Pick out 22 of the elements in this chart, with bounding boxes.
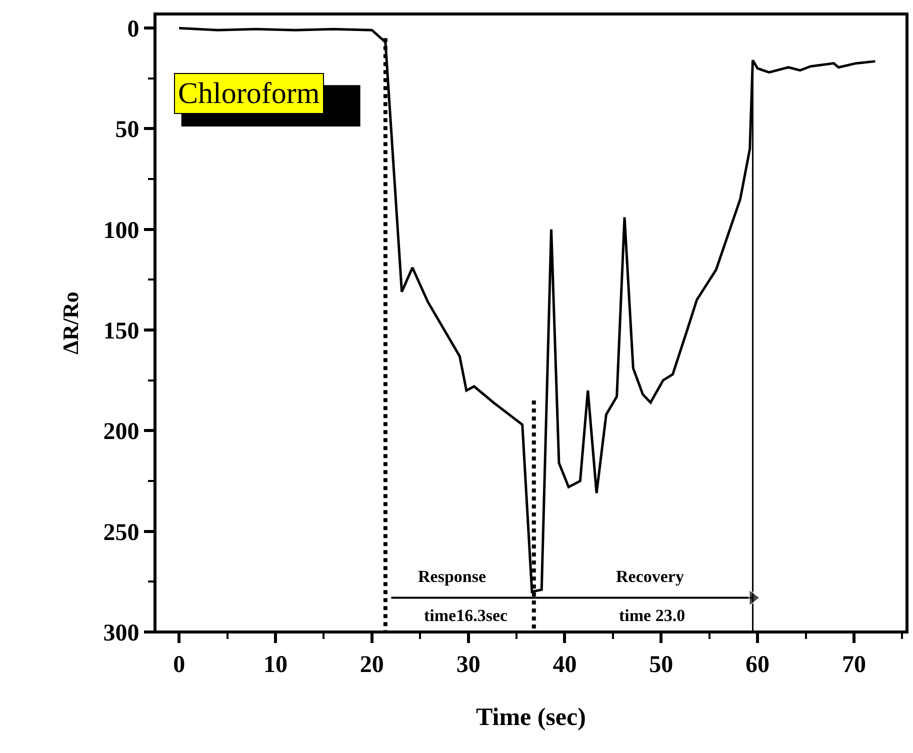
annotation: time16.3sec [424, 606, 508, 625]
x-tick-label: 50 [649, 652, 674, 678]
x-tick-label: 60 [746, 652, 770, 678]
y-tick-label: 300 [103, 620, 140, 646]
y-tick-label: 50 [115, 117, 140, 144]
x-tick-label: 30 [456, 652, 480, 678]
x-tick-label: 70 [842, 652, 866, 678]
annotation: time 23.0 [619, 606, 686, 625]
y-tick-label: 250 [103, 520, 140, 546]
y-tick-label: 150 [103, 318, 140, 344]
annotation: Recovery [616, 567, 684, 586]
annotation: Response [418, 567, 486, 586]
y-tick-label: 0 [127, 16, 140, 42]
x-tick-label: 10 [264, 652, 288, 678]
x-tick-label: 0 [173, 652, 186, 678]
x-tick-label: 20 [360, 652, 384, 678]
y-tick-label: 200 [103, 419, 140, 446]
annotation: Chloroform [178, 77, 320, 110]
x-tick-label: 40 [552, 652, 577, 678]
x-axis-title: Time (sec) [476, 704, 586, 731]
y-axis-title: ΔR/Ro [58, 292, 83, 354]
y-tick-label: 100 [103, 218, 140, 244]
